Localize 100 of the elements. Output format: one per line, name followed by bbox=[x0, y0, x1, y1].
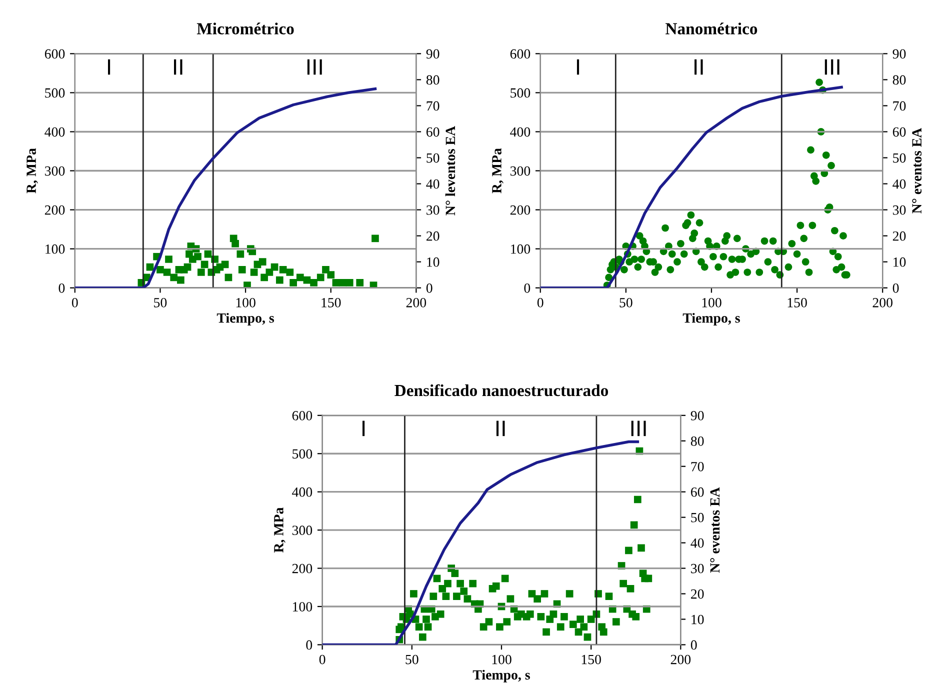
point bbox=[327, 271, 335, 279]
x-tick-label: 0 bbox=[319, 654, 326, 664]
y2-tick-label: 70 bbox=[893, 101, 906, 111]
y-tick-label: 300 bbox=[292, 526, 312, 536]
y2-tick-label: 50 bbox=[691, 512, 704, 522]
x-axis-title: Tiempo, s bbox=[472, 670, 530, 682]
point bbox=[258, 258, 266, 266]
point bbox=[197, 268, 205, 276]
point bbox=[194, 252, 202, 260]
x-tick-label: 0 bbox=[537, 298, 544, 308]
y-tick-label: 200 bbox=[44, 205, 65, 215]
point bbox=[266, 268, 274, 276]
y2-tick-label: 0 bbox=[690, 640, 697, 650]
y2-tick-label: 50 bbox=[893, 153, 906, 163]
y-tick-label: 100 bbox=[46, 244, 65, 254]
y-tick-label: 100 bbox=[511, 244, 530, 254]
y2-tick-label: 90 bbox=[892, 49, 906, 59]
y-tick-label: 0 bbox=[58, 283, 65, 293]
annotation: I bbox=[362, 420, 365, 436]
point bbox=[286, 268, 294, 276]
y2-tick-label: 10 bbox=[692, 614, 704, 624]
annotation: II bbox=[496, 420, 505, 436]
y2-tick-label: 80 bbox=[690, 436, 704, 446]
x-tick-label: 200 bbox=[406, 298, 426, 308]
x-tick-label: 0 bbox=[72, 298, 78, 308]
y-tick-label: 0 bbox=[306, 640, 312, 650]
y-tick-label: 100 bbox=[292, 602, 312, 612]
x-tick-label: 100 bbox=[702, 298, 722, 308]
y2-tick-label: 40 bbox=[690, 538, 704, 548]
x-tick-label: 150 bbox=[582, 654, 601, 664]
x-tick-label: 50 bbox=[620, 298, 632, 308]
y-axis-title: R, MPa bbox=[274, 508, 286, 553]
point bbox=[310, 278, 318, 286]
chart-title: Micrométrico bbox=[196, 22, 294, 34]
point bbox=[276, 276, 284, 284]
y2-tick-label: 60 bbox=[426, 127, 440, 137]
point bbox=[163, 268, 171, 276]
y-tick-label: 500 bbox=[45, 88, 65, 98]
point bbox=[170, 274, 178, 282]
y2-axis-title: N° leventos EA bbox=[445, 126, 456, 216]
y2-tick-label: 50 bbox=[426, 153, 440, 163]
y2-tick-label: 0 bbox=[426, 283, 432, 293]
point bbox=[156, 266, 164, 274]
point bbox=[356, 278, 364, 286]
annotation: II bbox=[174, 59, 182, 75]
y-tick-label: 600 bbox=[510, 49, 530, 59]
y-tick-label: 300 bbox=[510, 166, 530, 176]
y2-tick-label: 60 bbox=[892, 127, 906, 137]
y2-tick-label: 70 bbox=[691, 462, 704, 472]
y2-tick-label: 30 bbox=[691, 564, 704, 574]
y-tick-label: 600 bbox=[292, 410, 312, 420]
line-series bbox=[540, 86, 843, 288]
y2-tick-label: 30 bbox=[892, 205, 906, 215]
x-tick-label: 100 bbox=[492, 654, 512, 664]
annotation: II bbox=[694, 59, 703, 75]
y2-tick-label: 80 bbox=[892, 75, 906, 85]
point bbox=[165, 256, 172, 263]
point bbox=[238, 266, 246, 274]
y2-tick-label: 90 bbox=[690, 410, 704, 420]
point bbox=[346, 278, 354, 286]
point bbox=[332, 278, 340, 286]
x-tick-label: 200 bbox=[670, 654, 691, 664]
point bbox=[279, 266, 287, 274]
y-tick-label: 500 bbox=[292, 449, 312, 459]
annotation: III bbox=[631, 420, 646, 436]
y2-tick-label: 60 bbox=[690, 487, 704, 497]
y2-tick-label: 20 bbox=[690, 589, 704, 599]
x-axis-title: Tiempo, s bbox=[216, 312, 274, 326]
y-tick-label: 400 bbox=[510, 127, 530, 137]
y2-axis-title: N° eventos EA bbox=[912, 128, 922, 214]
y2-tick-label: 0 bbox=[892, 283, 899, 293]
point bbox=[221, 260, 229, 268]
y2-tick-label: 90 bbox=[426, 49, 440, 59]
point bbox=[232, 240, 239, 248]
point bbox=[236, 250, 244, 258]
line-series bbox=[74, 87, 377, 288]
y-tick-label: 300 bbox=[45, 166, 65, 176]
y-tick-label: 400 bbox=[44, 127, 65, 137]
y2-axis-title: N° eventos EA bbox=[710, 487, 720, 573]
y-tick-label: 0 bbox=[524, 283, 530, 293]
y2-tick-label: 10 bbox=[894, 257, 906, 267]
y2-tick-label: 70 bbox=[426, 101, 440, 111]
y-tick-label: 500 bbox=[510, 88, 530, 98]
point bbox=[224, 274, 232, 282]
point bbox=[270, 263, 278, 271]
point bbox=[184, 263, 192, 271]
point bbox=[372, 234, 379, 242]
point bbox=[177, 276, 184, 284]
x-tick-label: 150 bbox=[322, 298, 341, 308]
chart-title: Nanométrico bbox=[666, 22, 758, 34]
annotation: III bbox=[307, 59, 322, 75]
y-tick-label: 200 bbox=[292, 564, 312, 574]
x-axis-title: Tiempo, s bbox=[682, 312, 740, 326]
y-tick-label: 200 bbox=[510, 205, 530, 215]
point bbox=[316, 274, 324, 282]
point bbox=[290, 278, 297, 286]
y2-tick-label: 80 bbox=[426, 75, 440, 85]
annotation: I bbox=[576, 59, 580, 75]
line-series bbox=[322, 440, 640, 645]
annotation: III bbox=[824, 59, 840, 75]
